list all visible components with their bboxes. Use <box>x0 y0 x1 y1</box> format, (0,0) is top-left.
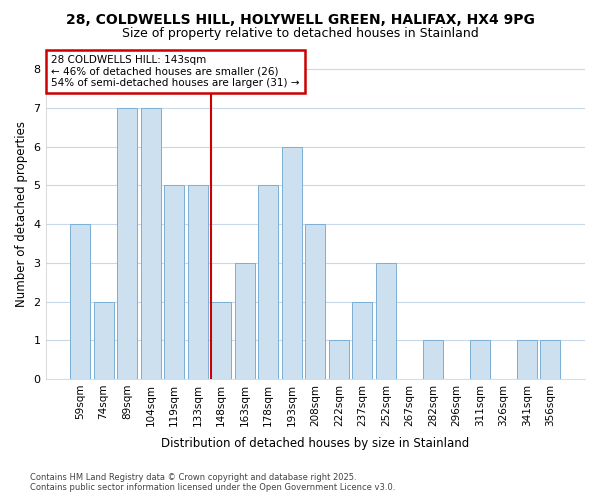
Bar <box>258 186 278 379</box>
Bar <box>517 340 537 379</box>
Text: Contains HM Land Registry data © Crown copyright and database right 2025.
Contai: Contains HM Land Registry data © Crown c… <box>30 473 395 492</box>
Bar <box>94 302 113 379</box>
Bar <box>376 263 396 379</box>
Bar <box>282 146 302 379</box>
Bar <box>541 340 560 379</box>
X-axis label: Distribution of detached houses by size in Stainland: Distribution of detached houses by size … <box>161 437 469 450</box>
Bar <box>470 340 490 379</box>
Bar <box>164 186 184 379</box>
Bar <box>70 224 90 379</box>
Bar <box>352 302 373 379</box>
Bar <box>235 263 255 379</box>
Text: 28, COLDWELLS HILL, HOLYWELL GREEN, HALIFAX, HX4 9PG: 28, COLDWELLS HILL, HOLYWELL GREEN, HALI… <box>65 12 535 26</box>
Bar <box>188 186 208 379</box>
Y-axis label: Number of detached properties: Number of detached properties <box>15 122 28 308</box>
Text: 28 COLDWELLS HILL: 143sqm
← 46% of detached houses are smaller (26)
54% of semi-: 28 COLDWELLS HILL: 143sqm ← 46% of detac… <box>51 55 299 88</box>
Bar <box>305 224 325 379</box>
Bar <box>117 108 137 379</box>
Bar <box>423 340 443 379</box>
Bar <box>140 108 161 379</box>
Text: Size of property relative to detached houses in Stainland: Size of property relative to detached ho… <box>122 28 478 40</box>
Bar <box>329 340 349 379</box>
Bar <box>211 302 231 379</box>
